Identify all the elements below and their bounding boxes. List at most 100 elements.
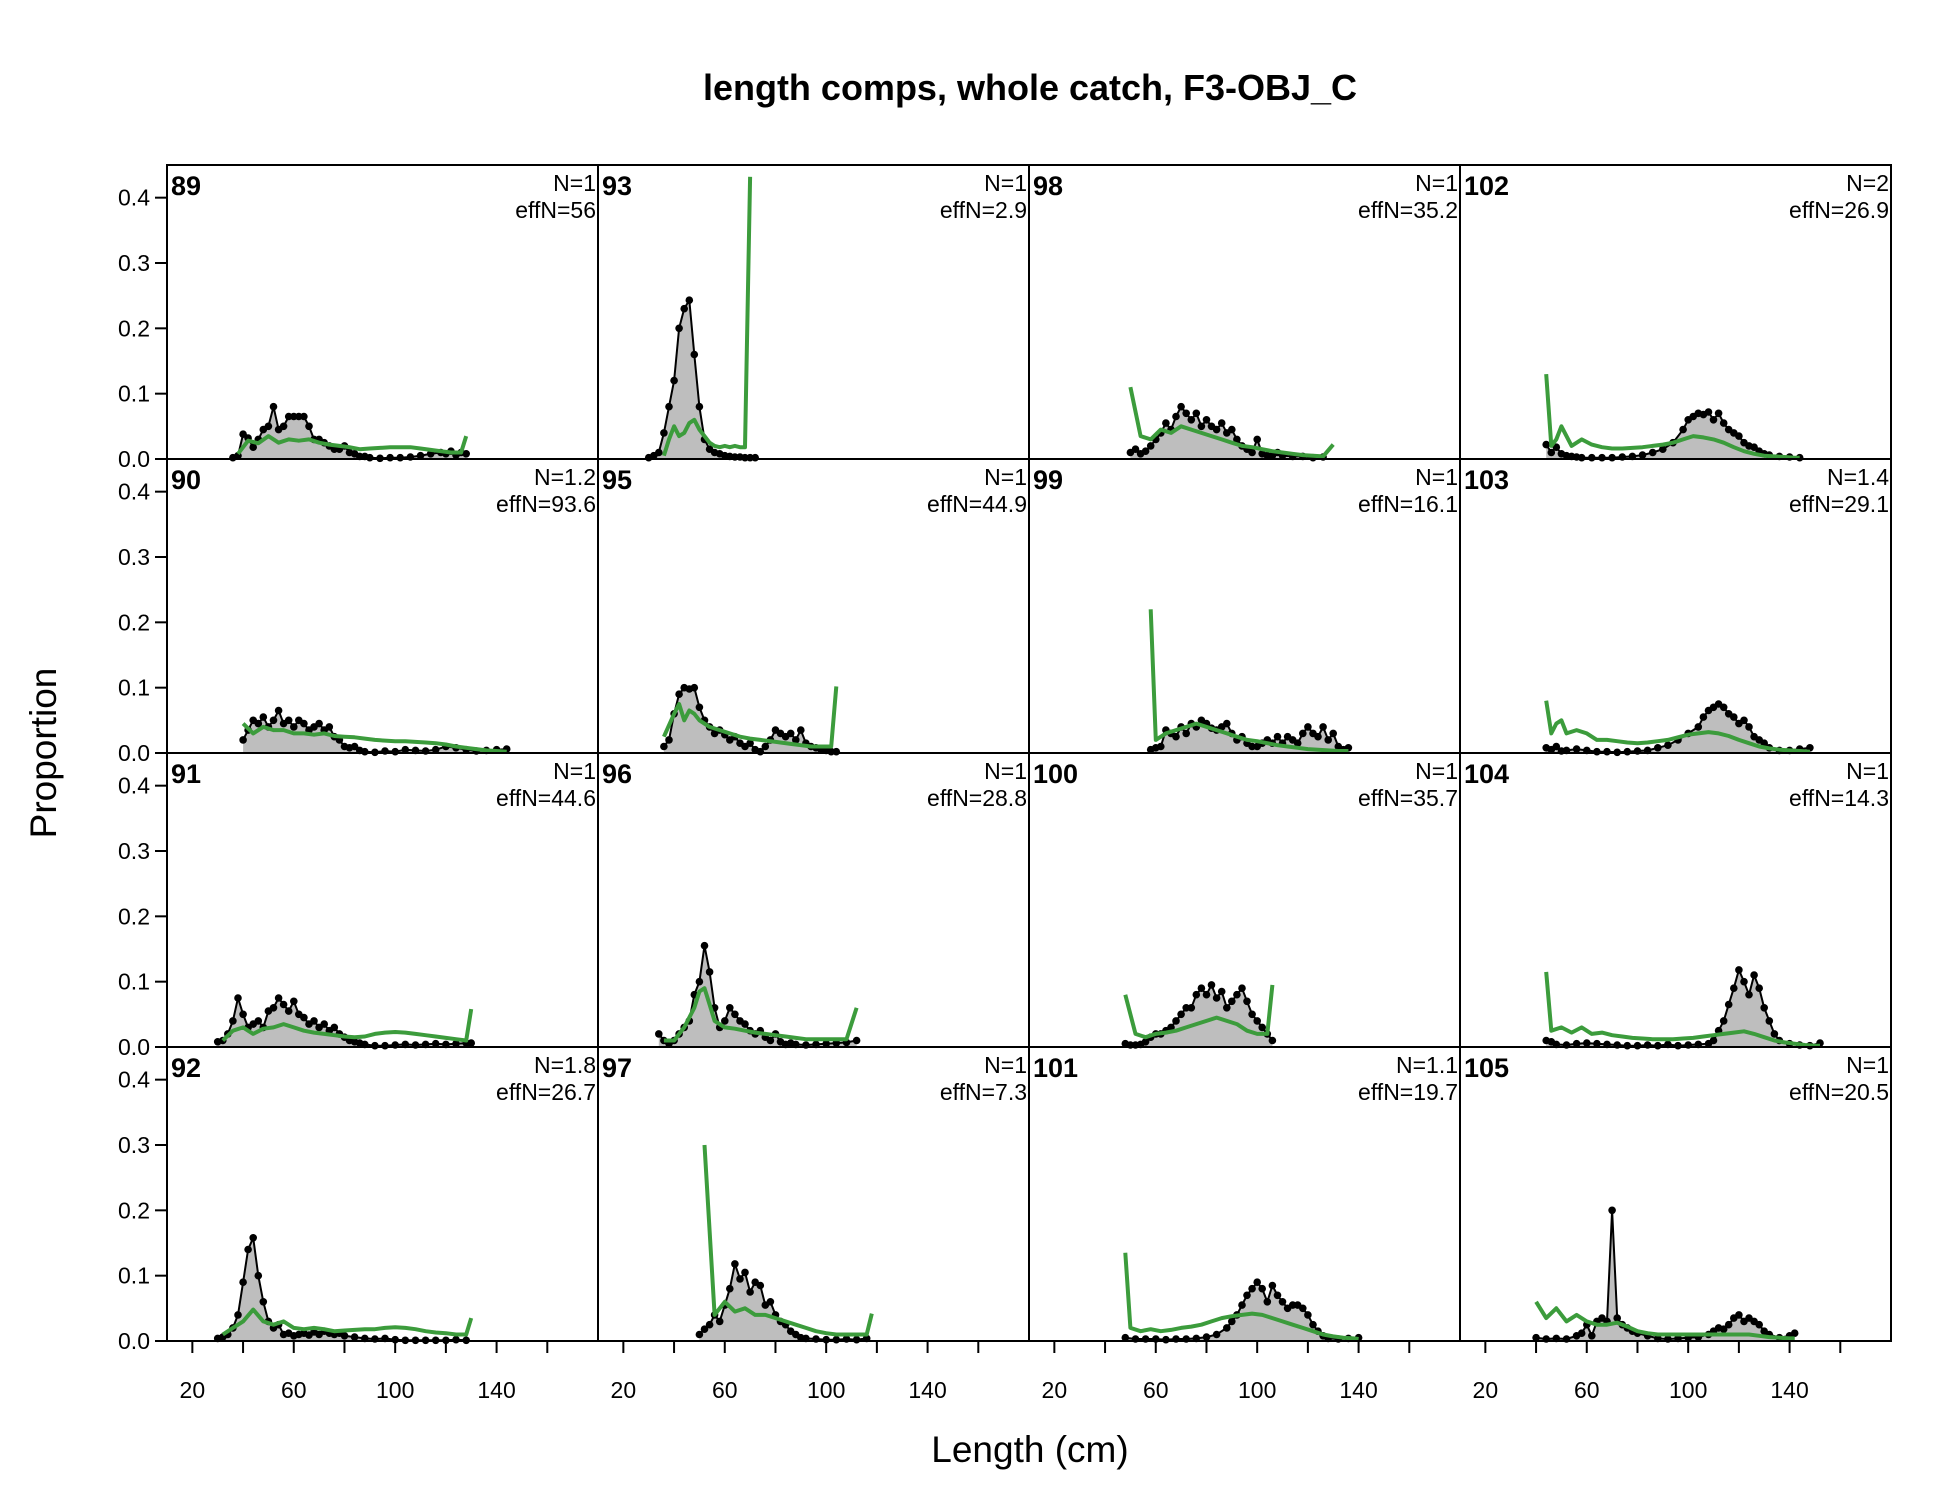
observed-point [1709, 416, 1718, 424]
y-tick-label: 0.1 [118, 969, 150, 995]
expected-line [1534, 1300, 1795, 1341]
observed-point [705, 968, 714, 976]
observed-point [1547, 448, 1556, 457]
observed-point [1202, 1333, 1211, 1341]
observed-point [695, 977, 704, 986]
panel-year-label: 103 [1464, 465, 1509, 495]
observed-point [269, 1004, 278, 1012]
observed-point [1233, 990, 1241, 999]
observed-point [1770, 1030, 1779, 1038]
observed-point [1593, 747, 1601, 756]
observed-point [391, 747, 400, 756]
observed-point [1258, 1284, 1266, 1293]
observed-point [1278, 1298, 1287, 1306]
observed-point [1228, 1317, 1236, 1326]
observed-point [1263, 1298, 1272, 1306]
observed-point [452, 1335, 460, 1344]
observed-point [1248, 1010, 1256, 1019]
y-tick-label: 0.4 [118, 479, 150, 505]
observed-point [259, 713, 268, 721]
x-tick-label: 60 [281, 1377, 307, 1403]
observed-point [751, 453, 759, 462]
observed-point [269, 402, 278, 411]
x-tick-label: 140 [477, 1377, 515, 1403]
observed-point [1304, 723, 1312, 731]
observed-point [695, 402, 704, 411]
observed-point [1157, 742, 1165, 751]
observed-point [1577, 453, 1586, 462]
observed-point [350, 1333, 359, 1341]
observed-point [700, 1325, 709, 1333]
observed-point [746, 739, 754, 747]
panel-effn-label: effN=14.3 [1789, 785, 1889, 811]
observed-point [1238, 1301, 1246, 1309]
y-tick-label: 0.0 [118, 1328, 150, 1354]
observed-point [1674, 1041, 1682, 1050]
observed-point [330, 1023, 339, 1032]
observed-point [462, 450, 471, 458]
observed-point [690, 350, 699, 359]
observed-point [1724, 1000, 1733, 1009]
observed-point [361, 747, 369, 756]
observed-point [1146, 442, 1155, 450]
observed-point [736, 1275, 744, 1283]
panel-effn-label: effN=56 [515, 197, 596, 223]
observed-point [366, 453, 374, 462]
panel-n-label: N=1 [1846, 758, 1889, 784]
panel-year-label: 95 [602, 465, 632, 495]
observed-point [766, 1036, 775, 1045]
observed-point [756, 1281, 765, 1290]
observed-point [1212, 1330, 1221, 1339]
y-tick-label: 0.0 [118, 446, 150, 472]
observed-point [690, 683, 699, 692]
observed-point [401, 745, 410, 754]
observed-point [670, 376, 678, 385]
observed-point [1633, 1041, 1642, 1050]
observed-point [396, 453, 405, 462]
panel-effn-label: effN=16.1 [1358, 491, 1458, 517]
observed-point [1654, 1041, 1662, 1050]
panel-effn-label: effN=93.6 [496, 491, 596, 517]
observed-point [1735, 966, 1743, 974]
panel-n-label: N=1 [1415, 464, 1458, 490]
observed-area [217, 998, 472, 1047]
observed-point [1608, 453, 1616, 462]
observed-point [1192, 990, 1201, 999]
y-tick-label: 0.4 [118, 1067, 150, 1093]
observed-point [1719, 1325, 1728, 1333]
observed-point [254, 1017, 263, 1025]
observed-point [1699, 713, 1708, 721]
y-tick-label: 0.1 [118, 675, 150, 701]
expected-line [661, 176, 753, 457]
observed-point [1735, 1311, 1743, 1319]
x-tick-label: 100 [1669, 1377, 1707, 1403]
observed-point [254, 1271, 263, 1280]
observed-point [1172, 1017, 1180, 1025]
observed-point [660, 429, 668, 437]
observed-area [1546, 969, 1820, 1047]
y-tick-label: 0.1 [118, 381, 150, 407]
observed-point [1299, 1304, 1307, 1313]
observed-point [467, 1039, 476, 1047]
observed-point [1740, 716, 1748, 725]
observed-point [290, 997, 298, 1006]
panel-n-label: N=1 [553, 170, 596, 196]
observed-point [1740, 977, 1748, 986]
observed-point [1613, 1314, 1621, 1322]
panel-year-label: 96 [602, 759, 632, 789]
observed-point [822, 1039, 830, 1048]
y-tick-label: 0.3 [118, 1132, 150, 1158]
observed-point [325, 723, 334, 731]
observed-point [1248, 448, 1256, 457]
panel-year-label: 105 [1464, 1053, 1509, 1083]
observed-point [721, 1017, 729, 1025]
expected-line [1544, 373, 1800, 460]
observed-point [300, 1013, 308, 1022]
observed-point [746, 1288, 754, 1296]
